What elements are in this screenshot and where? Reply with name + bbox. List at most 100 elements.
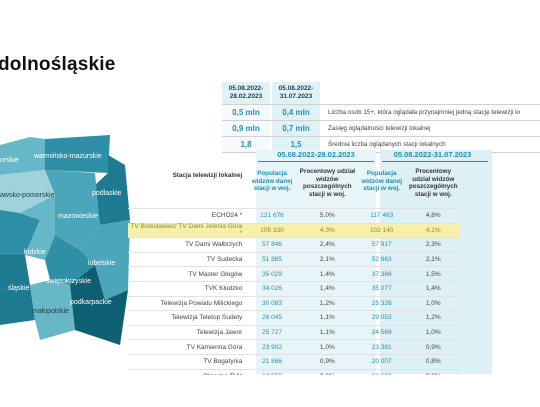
station-name: ECHO24 * [211,212,243,220]
table-row: TV Master Głogów 35 029 1,4% 37 366 1,5% [128,266,460,281]
percent-period-2: 2,1% [425,256,441,264]
percent-period-2: 1,0% [425,299,441,307]
percent-period-1: 1,2% [319,299,335,307]
percent-period-1: 4,3% [319,226,335,234]
population-period-2: 29 053 [371,314,392,322]
bottom-band [0,375,540,407]
population-period-1: 25 727 [262,329,282,337]
population-period-2: 35 077 [371,285,392,293]
table-column-headers: Stacja telewizji lokalnej Populacja widz… [128,162,460,208]
summary-row: 0,9 mln 0,7 mln Zasięg oglądalności tele… [222,121,540,136]
period-header-bar: 05.08.2022-28.02.2023 05.08.2022-31.07.2… [128,150,488,162]
population-period-2: 117 463 [370,212,394,220]
station-name: Telewizja Powiatu Milickiego [160,299,243,307]
summary-value-2: 1,5 [272,137,320,152]
label-podkarpackie: podkarpackie [70,299,112,306]
percent-period-1: 1,1% [319,314,335,322]
station-name: TV Kamienna Góra [186,343,243,351]
top-band [0,0,540,30]
population-period-1: 57 846 [262,241,282,249]
divider [222,104,540,105]
divider [222,136,540,137]
table-row: TV Kamienna Góra 23 902 1,0% 23 381 0,9% [128,339,460,354]
table-row: TV Bogatynia 21 866 0,9% 20 007 0,8% [128,353,460,369]
population-period-1: 35 029 [262,270,282,278]
population-period-1: 105 330 [260,226,284,234]
station-name: TVK Kłodzko [204,285,243,293]
page-title: dolnośląskie [0,54,116,75]
col-header-station: Stacja telewizji lokalnej [172,172,243,179]
poland-map: orskie warmińsko-mazurskie podlaskie aws… [0,135,130,345]
population-period-1: 30 083 [262,299,282,307]
percent-period-1: 1,0% [319,343,335,351]
percent-period-2: 4,1% [425,226,441,234]
label-malopolskie: małopolskie [32,308,69,315]
label-swietokrzyskie: świętokrzyskie [46,278,91,285]
region-slaskie [0,285,35,325]
population-period-2: 13 640 [357,373,407,375]
label-lubelskie: lubelskie [88,260,115,267]
percent-period-1: 1,4% [319,285,335,293]
population-period-2: 102 140 [369,226,394,234]
summary-header: 05.08.2022-28.02.2023 05.08.2022-31.07.2… [222,82,540,104]
col-header-percent-2: Procentowy udział widzów poszczególnych … [408,168,458,198]
percent-period-2: 0,6% [407,373,460,375]
summary-period-1: 05.08.2022-28.02.2023 [222,82,270,104]
percent-period-1: 2,4% [319,241,335,249]
region-podlaskie [95,155,130,225]
label-pomorskie: orskie [0,157,19,164]
table-body: ECHO24 * 121 676 5,0% 117 463 4,8% TV Bolesła… [128,208,460,375]
percent-period-2: 0,9% [425,343,441,351]
region-warminsko-mazurskie [45,135,110,173]
table-row: TV Sudecka 51 885 2,1% 52 863 2,1% [128,251,460,267]
label-mazowieckie: mazowieckie [58,213,98,220]
station-name: Oławska TVK [128,373,246,375]
percent-period-2: 2,3% [425,241,441,249]
region-podkarpackie [70,265,128,345]
summary-row: 1,8 1,5 Średnia liczba oglądanych stacji… [222,137,540,152]
percent-period-2: 1,5% [425,270,441,278]
period-2-background [380,150,492,374]
percent-period-1: 1,1% [319,329,335,337]
period-1-underline [258,161,374,162]
region-swietokrzyskie [45,235,95,285]
station-name: TV Bolesławiec/ TV Dami Jelenia Góra * [130,223,243,238]
percent-period-2: 1,2% [425,314,441,322]
percent-period-1: 1,4% [319,270,335,278]
station-name: TV Sudecka [206,256,243,264]
summary-value-1: 1,8 [222,137,270,152]
label-lodzkie: łódzkie [24,249,46,256]
period-1-header: 05.08.2022-28.02.2023 [277,150,355,159]
region-kujawsko-pomorskie [0,170,55,213]
region-labels: orskie warmińsko-mazurskie podlaskie aws… [0,153,122,315]
station-name: Telewizja Teletop Sudety [171,314,243,322]
table-row: TVK Kłodzko 34 026 1,4% 35 077 1,4% [128,280,460,296]
population-period-2: 25 326 [371,299,392,307]
population-period-2: 37 366 [371,270,392,278]
region-wielkopolskie [0,210,40,255]
summary-description: Średnia liczba oglądanych stacji lokalny… [328,141,446,148]
population-period-1: 26 045 [262,314,282,322]
label-kujawsko-pomorskie: awsko-pomorskie [0,192,55,199]
summary-table: 05.08.2022-28.02.2023 05.08.2022-31.07.2… [222,82,540,153]
table-row: Oławska TVK13 5580,6%13 6400,6% [128,368,460,375]
percent-period-2: 0,8% [425,358,441,366]
population-period-2: 24 569 [371,329,392,337]
table-row: TV Dami Wałbrzych 57 846 2,4% 57 917 2,3% [128,237,460,252]
table-row: Telewizja Teletop Sudety 26 045 1,1% 29 053… [128,310,460,325]
region-mazowieckie [45,170,100,250]
period-2-header: 05.08.2022-31.07.2023 [393,150,472,159]
col-header-population-2: Populacja widzów danej stacji w woj. [361,170,402,192]
region-opolskie [0,255,30,290]
region-malopolskie [30,280,75,340]
col-header-population-1: Populacja widzów danej stacji w woj. [251,170,293,192]
summary-period-2: 05.08.2022-31.07.2023 [272,82,320,104]
table-row: Telewizja Jawor 25 727 1,1% 24 569 1,0% [128,324,460,340]
percent-period-2: 1,4% [425,285,441,293]
summary-value-2: 0,7 mln [272,121,320,136]
station-name: TV Master Głogów [188,270,243,278]
table-row: ECHO24 * 121 676 5,0% 117 463 4,8% [128,208,460,223]
station-name: Telewizja Jawor [196,329,243,337]
table-row: TV Bolesławiec/ TV Dami Jelenia Góra * 10… [128,222,460,238]
label-warminsko-mazurskie: warmińsko-mazurskie [33,153,102,160]
